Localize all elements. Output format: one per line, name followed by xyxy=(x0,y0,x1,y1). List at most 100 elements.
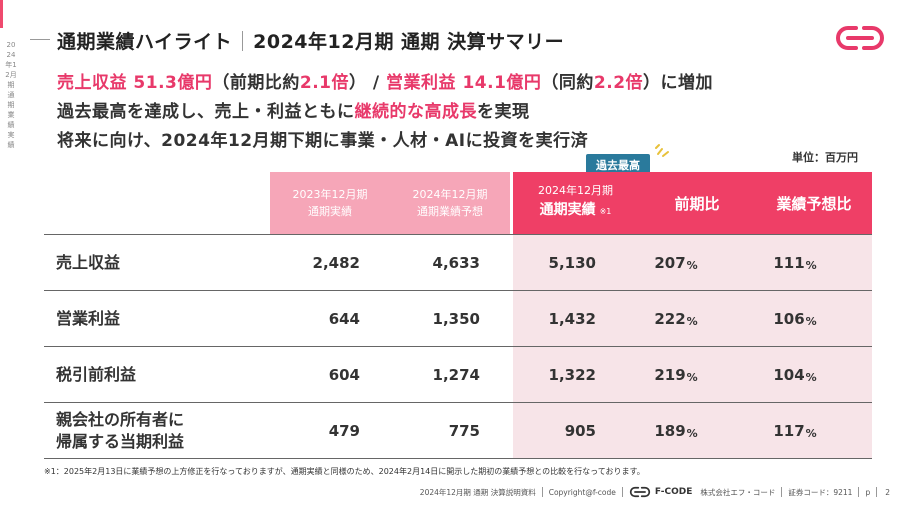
percent-sign: % xyxy=(805,258,817,272)
footer: 2024年12月期 通期 決算説明資料 Copyright@f-code F-C… xyxy=(420,486,890,498)
cell-fy2024: 905 xyxy=(564,422,596,440)
sparkle-icon xyxy=(655,144,669,157)
percent-sign: % xyxy=(686,370,698,384)
cell-fy2024-plan: 1,350 xyxy=(432,310,480,328)
cell-fy2024-plan: 1,274 xyxy=(432,366,480,384)
cell-fy2023: 479 xyxy=(328,422,360,440)
side-accent-bar xyxy=(0,0,3,28)
value: 189 xyxy=(654,422,686,440)
page-title-sub: 2024年12月期 通期 決算サマリー xyxy=(253,31,565,53)
cell-fy2024-plan: 4,633 xyxy=(432,254,480,272)
headline-text: （前期比約 xyxy=(212,73,300,93)
table-row: 税引前利益 604 1,274 1,322 219% 104% xyxy=(44,347,872,403)
percent-sign: % xyxy=(805,370,817,384)
percent-sign: % xyxy=(686,426,698,440)
value: 106 xyxy=(773,310,805,328)
row-label: 営業利益 xyxy=(56,309,121,328)
row-label-line: 帰属する当期利益 xyxy=(56,432,185,451)
headline-profit-ratio: 2.2倍 xyxy=(593,73,644,93)
footer-divider xyxy=(541,487,543,497)
headline-line-2: 過去最高を達成し、売上・利益ともに継続的な高成長を実現 xyxy=(57,97,530,122)
header-yoy: 前期比 xyxy=(638,172,756,234)
header-text: 前期比 xyxy=(674,194,720,213)
row-label: 売上収益 xyxy=(56,253,121,272)
title-separator xyxy=(242,31,244,51)
table-row: 営業利益 644 1,350 1,432 222% 106% xyxy=(44,291,872,347)
table-row: 売上収益 2,482 4,633 5,130 207% 111% xyxy=(44,235,872,291)
value: 219 xyxy=(654,366,686,384)
page-title: 通期業績ハイライト 2024年12月期 通期 決算サマリー xyxy=(57,27,564,54)
cell-yoy: 222% xyxy=(638,291,714,347)
header-text: 業績予想比 xyxy=(776,194,852,213)
cell-yoy: 207% xyxy=(638,235,714,291)
header-vs-forecast: 業績予想比 xyxy=(756,172,872,234)
cell-yoy: 189% xyxy=(638,403,714,459)
footer-divider xyxy=(858,487,860,497)
cell-vs-plan: 106% xyxy=(756,291,834,347)
headline-text: ）に増加 xyxy=(643,73,714,93)
page-number: 2 xyxy=(885,487,890,497)
row-label: 税引前利益 xyxy=(56,365,137,384)
footer-doc-title: 2024年12月期 通期 決算説明資料 xyxy=(419,487,536,497)
row-label: 親会社の所有者に 帰属する当期利益 xyxy=(56,403,276,459)
unit-label: 単位：百万円 xyxy=(792,151,858,164)
footer-divider xyxy=(781,487,783,497)
cell-fy2023: 2,482 xyxy=(312,254,360,272)
headline-text: 過去最高を達成し、売上・利益ともに xyxy=(57,102,355,122)
cell-fy2024: 1,432 xyxy=(548,310,596,328)
value: 111 xyxy=(773,254,805,272)
cell-fy2023: 644 xyxy=(328,310,360,328)
footer-company: 株式会社エフ・コード xyxy=(700,487,776,497)
value: 104 xyxy=(773,366,805,384)
headline-text: ） / xyxy=(349,73,387,93)
header-fy2023-actual: 2023年12月期 通期実績 xyxy=(270,172,390,234)
fcode-footer-logo-icon xyxy=(629,486,651,498)
value: 222 xyxy=(654,310,686,328)
headline-revenue: 売上収益 51.3億円 xyxy=(57,73,213,93)
footer-brand: F-CODE xyxy=(654,487,693,497)
cell-fy2024: 1,322 xyxy=(548,366,596,384)
value: 117 xyxy=(773,422,805,440)
headline-text: を実現 xyxy=(477,102,530,122)
headline-growth: 継続的な高成長 xyxy=(354,102,477,122)
headline-line-1: 売上収益 51.3億円（前期比約2.1倍） / 営業利益 14.1億円（同約2.… xyxy=(57,68,713,93)
header-text: 通期実績 ※1 xyxy=(540,199,612,223)
table-row: 親会社の所有者に 帰属する当期利益 479 775 905 189% 117% xyxy=(44,403,872,459)
cell-fy2024-plan: 775 xyxy=(448,422,480,440)
cell-vs-plan: 104% xyxy=(756,347,834,403)
header-fy2024-actual: 2024年12月期 通期実績 ※1 xyxy=(513,172,638,234)
footer-divider xyxy=(876,487,878,497)
cell-fy2024: 5,130 xyxy=(548,254,596,272)
value: 207 xyxy=(654,254,686,272)
percent-sign: % xyxy=(805,426,817,440)
footnote-marker: ※1 xyxy=(599,207,612,216)
headline-operating-profit: 営業利益 14.1億円 xyxy=(386,73,542,93)
cell-fy2023: 604 xyxy=(328,366,360,384)
headline-text: （同約 xyxy=(541,73,594,93)
headline-line-3: 将来に向け、2024年12月期下期に事業・人材・AIに投資を実行済 xyxy=(57,131,589,151)
page-title-main: 通期業績ハイライト xyxy=(57,31,233,53)
cell-vs-plan: 111% xyxy=(756,235,834,291)
header-text: 2023年12月期 xyxy=(292,188,368,201)
headline-revenue-ratio: 2.1倍 xyxy=(299,73,349,93)
footer-page-prefix: p xyxy=(865,487,871,497)
header-text: 通期実績 xyxy=(539,202,596,218)
table-top-rule xyxy=(44,234,872,235)
header-text: 通期業績予想 xyxy=(417,205,483,218)
header-fy2024-forecast: 2024年12月期 通期業績予想 xyxy=(390,172,510,234)
cell-vs-plan: 117% xyxy=(756,403,834,459)
percent-sign: % xyxy=(686,314,698,328)
footer-stock-code: 証券コード：9211 xyxy=(788,487,853,497)
footnote: ※1：2025年2月13日に業績予想の上方修正を行なっておりますが、通期実績と同… xyxy=(44,467,645,476)
cell-yoy: 219% xyxy=(638,347,714,403)
footer-copyright: Copyright@f-code xyxy=(548,487,616,497)
fcode-logo-icon xyxy=(836,26,884,50)
percent-sign: % xyxy=(686,258,698,272)
footer-divider xyxy=(621,487,623,497)
row-label-line: 親会社の所有者に xyxy=(56,410,185,429)
header-text: 2024年12月期 xyxy=(538,184,613,197)
percent-sign: % xyxy=(805,314,817,328)
title-rule xyxy=(30,39,50,40)
header-text: 通期実績 xyxy=(308,205,352,218)
side-section-label: 2024年12月期通期業績実績 xyxy=(5,41,17,149)
